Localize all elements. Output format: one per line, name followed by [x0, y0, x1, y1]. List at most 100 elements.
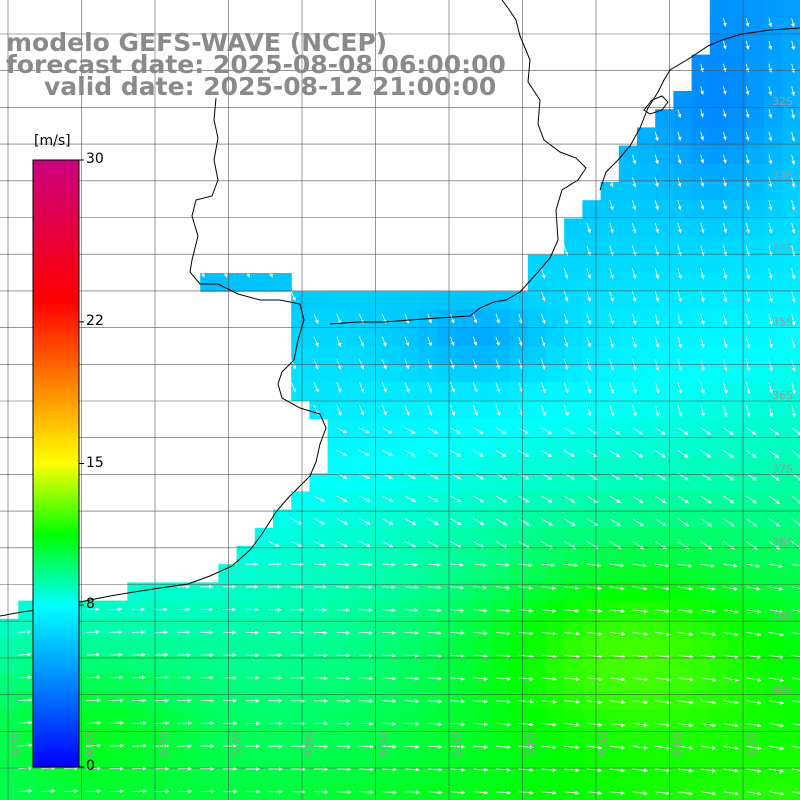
- wind-speed-cell: [782, 582, 800, 602]
- wind-speed-cell: [673, 364, 693, 383]
- wind-speed-cell: [309, 491, 329, 511]
- wind-speed-cell: [637, 546, 656, 565]
- wind-arrow: [131, 721, 147, 726]
- wind-arrow: [791, 86, 796, 97]
- wind-speed-cell: [473, 564, 492, 583]
- wind-arrow: [791, 632, 800, 635]
- wind-arrow: [563, 313, 569, 325]
- wind-speed-cell: [309, 546, 329, 565]
- wind-speed-cell: [473, 364, 492, 383]
- wind-arrow: [654, 268, 660, 280]
- wind-arrow: [131, 743, 147, 748]
- wind-arrow: [655, 723, 671, 727]
- wind-speed-cell: [582, 546, 602, 565]
- wind-speed-cell: [691, 746, 711, 765]
- wind-arrow: [791, 154, 796, 165]
- wind-speed-cell: [218, 746, 238, 765]
- wind-speed-cell: [673, 327, 693, 347]
- wind-arrow: [722, 18, 727, 27]
- wind-speed-cell: [436, 345, 456, 365]
- wind-speed-cell: [782, 109, 800, 128]
- wind-speed-cell: [527, 455, 547, 474]
- wind-speed-cell: [291, 746, 310, 765]
- wind-speed-cell: [455, 345, 474, 365]
- wind-arrow: [768, 745, 785, 751]
- wind-arrow: [18, 743, 33, 748]
- latitude-label: 32S: [772, 95, 793, 108]
- wind-speed-cell: [527, 764, 547, 784]
- wind-speed-cell: [618, 527, 638, 547]
- wind-arrow: [586, 790, 603, 795]
- wind-speed-cell: [345, 327, 365, 347]
- wind-speed-cell: [691, 546, 711, 565]
- wind-arrow: [404, 313, 410, 324]
- wind-speed-cell: [582, 436, 602, 456]
- wind-arrow: [541, 495, 553, 503]
- wind-arrow: [723, 222, 728, 234]
- wind-speed-cell: [491, 764, 511, 784]
- wind-speed-cell: [546, 455, 565, 474]
- wind-arrow: [404, 541, 417, 548]
- wind-speed-cell: [746, 163, 765, 183]
- wind-speed-cell: [637, 182, 656, 201]
- wind-speed-cell: [491, 327, 511, 347]
- wind-speed-cell: [109, 655, 128, 674]
- wind-arrow: [723, 200, 728, 211]
- wind-speed-cell: [527, 436, 547, 456]
- wind-speed-cell: [400, 546, 420, 565]
- wind-speed-cell: [345, 382, 365, 401]
- wind-speed-cell: [728, 18, 747, 37]
- wind-speed-cell: [764, 436, 784, 456]
- wind-speed-cell: [509, 655, 529, 674]
- wind-speed-cell: [673, 382, 693, 401]
- wind-arrow: [586, 268, 591, 280]
- wind-speed-cell: [400, 728, 420, 747]
- wind-arrow: [518, 541, 531, 549]
- wind-arrow: [609, 291, 614, 303]
- wind-speed-cell: [327, 527, 347, 547]
- wind-arrow: [564, 722, 580, 727]
- wind-arrow: [382, 721, 397, 726]
- wind-speed-cell: [600, 473, 620, 492]
- wind-arrow: [450, 313, 455, 324]
- wind-speed-cell: [728, 182, 747, 201]
- wind-speed-cell: [473, 728, 492, 747]
- wind-speed-cell: [273, 546, 292, 565]
- wind-speed-cell: [491, 509, 511, 529]
- wind-speed-cell: [637, 764, 656, 784]
- wind-speed-cell: [91, 655, 110, 674]
- wind-speed-cell: [782, 418, 800, 438]
- wind-arrow: [586, 631, 603, 636]
- wind-speed-cell: [473, 746, 492, 765]
- wind-speed-cell: [764, 618, 784, 638]
- wind-speed-cell: [254, 564, 274, 583]
- wind-speed-cell: [309, 655, 329, 674]
- wind-speed-cell: [600, 637, 620, 656]
- wind-speed-cell: [200, 273, 219, 292]
- wind-arrow: [382, 790, 397, 795]
- wind-speed-cell: [418, 527, 438, 547]
- wind-arrow: [768, 677, 785, 682]
- wind-speed-cell: [618, 236, 638, 256]
- wind-arrow: [791, 359, 796, 372]
- wind-arrow: [745, 40, 750, 50]
- wind-arrow: [541, 722, 557, 727]
- wind-arrow: [632, 518, 644, 527]
- wind-speed-cell: [309, 291, 329, 310]
- wind-speed-cell: [728, 418, 747, 438]
- wind-arrow: [655, 632, 672, 637]
- wind-speed-cell: [655, 637, 674, 656]
- wind-arrow: [313, 518, 326, 525]
- wind-arrow: [290, 291, 296, 302]
- wind-speed-cell: [418, 673, 438, 693]
- wind-arrow: [359, 450, 371, 457]
- wind-arrow: [586, 745, 603, 750]
- wind-speed-cell: [527, 254, 547, 274]
- wind-speed-cell: [746, 236, 765, 256]
- wind-speed-cell: [600, 200, 620, 219]
- wind-speed-cell: [455, 527, 474, 547]
- wind-arrow: [564, 790, 580, 795]
- wind-speed-cell: [546, 600, 565, 620]
- wind-arrow: [427, 518, 439, 525]
- wind-speed-cell: [418, 655, 438, 674]
